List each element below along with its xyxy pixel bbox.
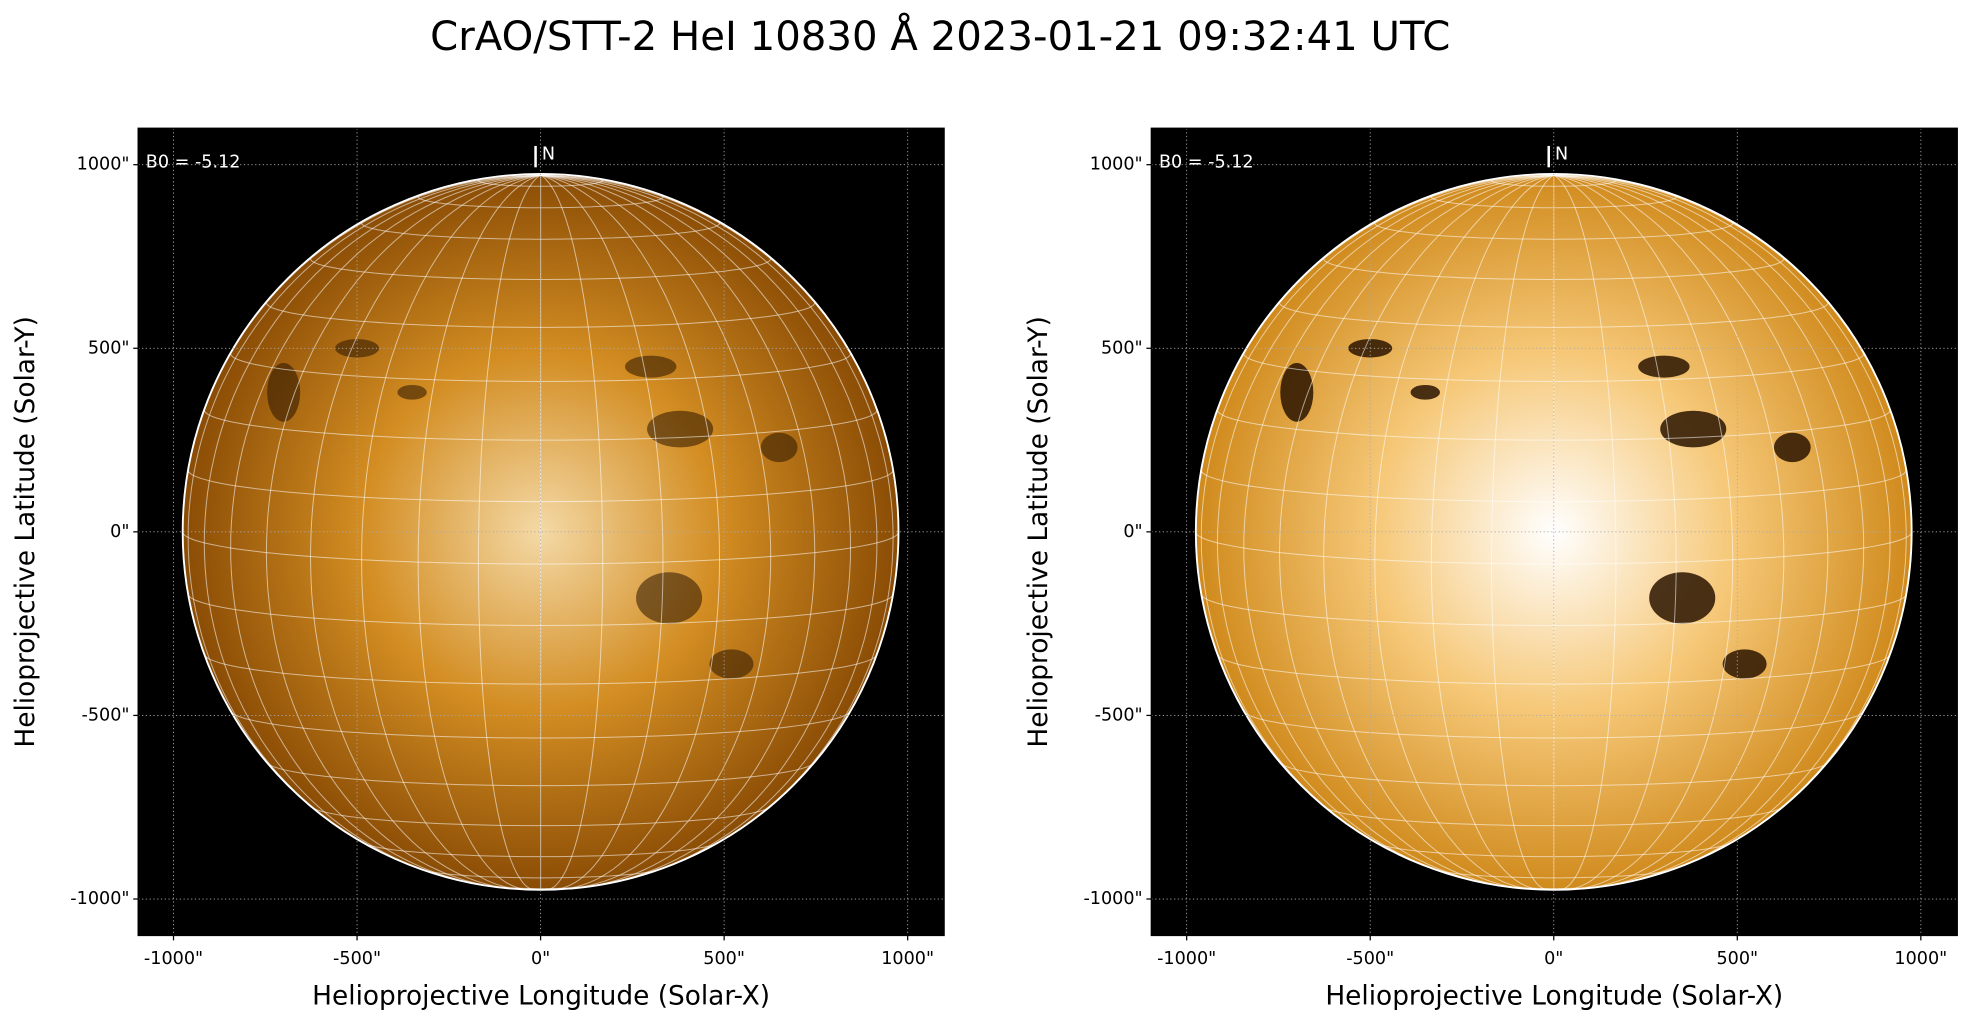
heliographic-grid (540, 174, 772, 889)
x-tick-label: 500" (1716, 949, 1758, 969)
panel: -1000" -500" 0" 500" 1000" -1000" -500" 0" 500" 1… (11, 127, 945, 1011)
heliographic-grid (417, 174, 541, 891)
heliographic-grid (1430, 174, 1554, 891)
x-tick-label: 1000" (1894, 949, 1947, 969)
x-tick-label: 1000" (881, 949, 934, 969)
panel: -1000" -500" 0" 500" 1000" -1000" -500" 0" 500" 1… (1024, 127, 1958, 1011)
axes-frame (1150, 127, 1958, 937)
heliographic-grid (187, 174, 541, 850)
dark-filament (709, 649, 754, 679)
dark-filament (267, 362, 301, 422)
dark-filament (636, 572, 703, 624)
dark-filament (1410, 384, 1440, 400)
heliographic-grid (265, 300, 816, 328)
heliographic-grid (540, 174, 664, 891)
dark-filament (1722, 649, 1767, 679)
annotation: B0 = -5.12 (146, 152, 241, 172)
x-axis-label: Helioprojective Longitude (Solar-X) (1325, 981, 1783, 1011)
dark-filament (1660, 410, 1727, 448)
heliographic-grid (1553, 174, 1891, 879)
y-tick-label: 1000" (77, 155, 130, 175)
heliographic-grid (540, 174, 894, 850)
x-tick-label: -500" (333, 949, 381, 969)
y-axis-label: Helioprojective Latitude (Solar-Y) (11, 316, 41, 747)
y-tick-label: -1000" (70, 889, 129, 909)
x-tick-label: 0" (531, 949, 550, 969)
dark-filament (397, 384, 427, 400)
heliographic-grid (203, 174, 541, 879)
x-tick-label: 500" (703, 949, 745, 969)
x-tick-label: -500" (1346, 949, 1394, 969)
y-tick-label: -1000" (1083, 889, 1142, 909)
heliographic-grid (309, 174, 541, 889)
heliographic-grid (203, 409, 878, 441)
heliographic-grid (1553, 174, 1677, 891)
figure-title: CrAO/STT-2 HeI 10830 Å 2023-01-21 09:32:… (430, 12, 1450, 60)
heliographic-grid (1200, 174, 1554, 850)
plot-area (138, 128, 945, 936)
heliographic-grid (1491, 179, 1617, 187)
heliographic-grid (187, 594, 894, 627)
heliographic-grid (1553, 174, 1734, 890)
dark-filament (647, 410, 714, 448)
y-tick-label: 0" (110, 522, 129, 542)
heliographic-grid (540, 174, 816, 889)
heliographic-grid (1216, 409, 1891, 441)
x-tick-label: 0" (1544, 949, 1563, 969)
heliographic-grid (1279, 174, 1554, 889)
heliographic-grid (1195, 531, 1913, 565)
heliographic-grid (1323, 174, 1554, 889)
heliographic-grid (1553, 174, 1907, 850)
y-tick-label: 1000" (1090, 155, 1143, 175)
dark-filament (1638, 355, 1690, 378)
heliographic-grid (540, 174, 878, 879)
axes-frame (137, 127, 945, 937)
plot-area (1151, 128, 1958, 936)
heliographic-grid (1217, 654, 1891, 685)
y-tick-label: 500" (88, 338, 130, 358)
annotation: B0 = -5.12 (1159, 152, 1254, 172)
heliographic-grid (1278, 300, 1829, 328)
dark-filament (625, 355, 677, 378)
heliographic-grid (1553, 174, 1829, 889)
heliographic-grid (1374, 174, 1554, 890)
heliographic-grid (477, 179, 604, 187)
x-tick-label: -1000" (144, 949, 203, 969)
heliographic-grid (361, 220, 721, 240)
heliographic-grid (1491, 174, 1555, 891)
y-axis-label: Helioprojective Latitude (Solar-Y) (1024, 316, 1054, 747)
dark-filament (1280, 362, 1314, 422)
dark-filament (1773, 432, 1811, 463)
y-tick-label: -500" (81, 705, 129, 725)
heliographic-grid (1216, 174, 1554, 879)
heliographic-grid (182, 531, 900, 565)
y-tick-label: 500" (1101, 338, 1143, 358)
heliographic-grid (477, 174, 541, 891)
heliographic-grid (204, 654, 878, 685)
x-axis-label: Helioprojective Longitude (Solar-X) (312, 981, 770, 1011)
x-tick-label: -1000" (1157, 949, 1216, 969)
heliographic-grid (231, 711, 851, 739)
north-label: N (1555, 145, 1568, 165)
heliographic-grid (361, 174, 541, 890)
y-tick-label: -500" (1095, 705, 1143, 725)
dark-filament (760, 432, 798, 463)
heliographic-grid (422, 869, 659, 879)
heliographic-grid (1244, 711, 1864, 739)
heliographic-grid (540, 174, 721, 890)
heliographic-grid (1553, 174, 1785, 889)
y-tick-label: 0" (1123, 522, 1142, 542)
dark-filament (1649, 572, 1716, 624)
heliographic-grid (1325, 807, 1782, 827)
heliographic-grid (540, 174, 604, 891)
heliographic-grid (1201, 594, 1907, 627)
heliographic-grid (1374, 220, 1734, 240)
heliographic-grid (1553, 174, 1617, 891)
heliographic-grid (265, 174, 541, 889)
north-label: N (542, 145, 555, 165)
heliographic-grid (312, 807, 769, 827)
heliographic-grid (1435, 869, 1672, 879)
